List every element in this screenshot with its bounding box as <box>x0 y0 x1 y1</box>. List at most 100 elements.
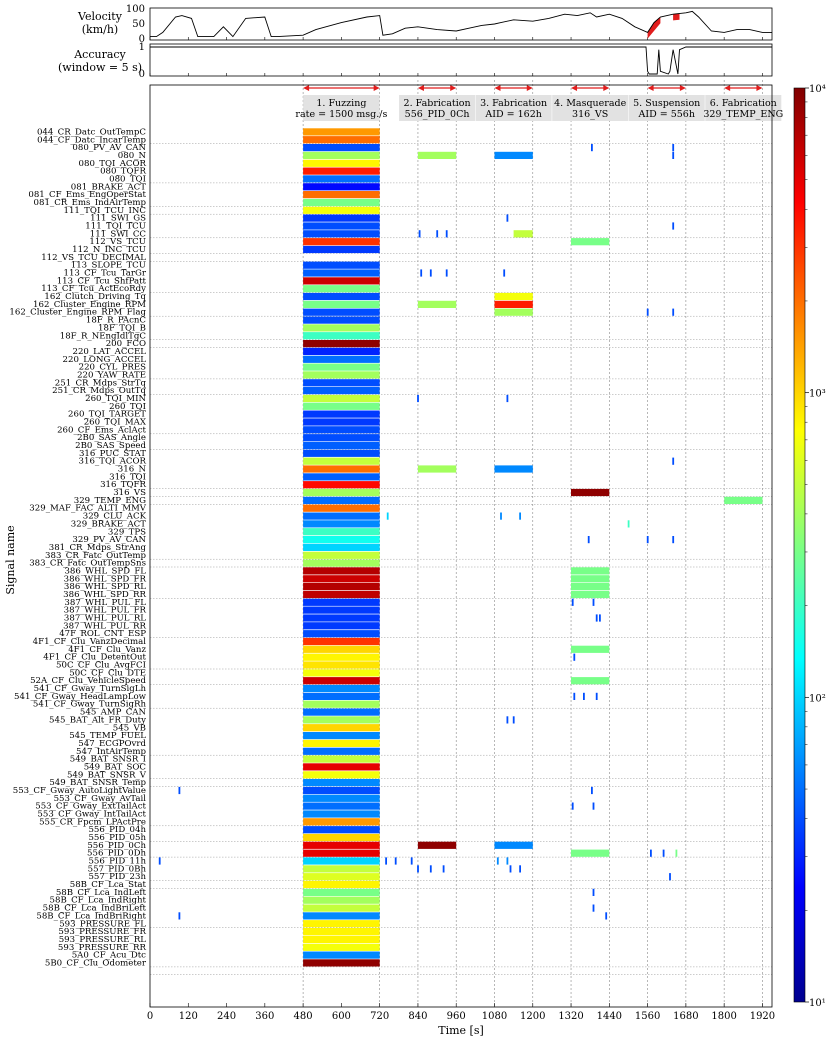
attack-3-label-box <box>475 95 552 121</box>
heat-block-5 <box>494 151 533 159</box>
attack-6-arrowhead-right <box>756 85 763 91</box>
signal-label-38: 260_CF_Ems_AclAct <box>57 425 146 435</box>
attack-5-arrowhead-right <box>679 85 686 91</box>
heat-block-74 <box>571 590 610 599</box>
accuracy-xticks <box>149 73 763 76</box>
colorbar-ticks: 10¹ 10² 10³ 10⁴ <box>805 84 826 1009</box>
signal-axis-label: Signal name <box>4 525 17 594</box>
signal-label-81: 549_BAT_SOC <box>84 763 147 773</box>
signal-label-7: 081_BRAKE_ACT <box>71 182 146 192</box>
signal-label-83: 549_BAT_SNSR_Temp <box>49 778 146 788</box>
signal-label-11: 111_SWI_GS <box>90 214 146 224</box>
heat-block-26 <box>303 300 380 308</box>
heat-block-24 <box>303 292 380 301</box>
attack-4-arrowhead-right <box>603 85 610 91</box>
velocity-ytick-0: 0 <box>139 34 145 45</box>
signal-label-64: 47F_ROL_CNT_ESP <box>59 629 146 639</box>
heat-block-44 <box>303 418 380 426</box>
heat-block-20 <box>303 261 380 269</box>
time-xticks: 0 120 240 360 480 600 720 840 960 1080 1200 1320 144… <box>147 1003 775 1022</box>
heat-block-88 <box>303 684 380 693</box>
heat-block-1 <box>303 136 380 144</box>
heat-block-2 <box>303 144 380 152</box>
attack-2-arrowhead-right <box>450 85 457 91</box>
heat-block-120 <box>303 912 380 920</box>
signal-label-69: 50C_CF_Clu_DTE <box>69 668 146 678</box>
signal-label-18: 113_CF_Tcu_TarGr <box>63 269 146 279</box>
time-axis-label: Time [s] <box>438 1024 484 1037</box>
heat-tick-36 <box>571 802 574 810</box>
heat-block-52 <box>494 465 533 473</box>
attack-6-label-line-0: 6. Fabrication <box>710 98 777 109</box>
signal-label-27: 200_FCO <box>106 339 146 349</box>
time-tick-label-16: 1920 <box>750 1011 775 1022</box>
colorbar-gradient <box>793 87 806 1003</box>
heat-tick-34 <box>178 786 181 795</box>
signal-label-103: 593_PRESSURE_RL <box>59 935 147 945</box>
signal-label-17: 113_SLOPE_TCU <box>71 261 146 271</box>
attack-1-label-line-1: rate = 1500 msg./s <box>295 109 387 120</box>
heat-block-91 <box>303 708 380 716</box>
time-tick-label-12: 1440 <box>597 1011 622 1022</box>
heat-block-45 <box>303 426 380 434</box>
attack-6-label-box <box>705 95 782 121</box>
signal-label-30: 220_CYL_PRES <box>79 363 146 373</box>
signal-label-53: 381_CR_Mdps_StrAng <box>49 543 147 553</box>
heat-block-106 <box>303 826 380 834</box>
signal-label-13: 111_SWI_CC <box>90 229 147 239</box>
heat-block-94 <box>303 732 380 740</box>
heat-tick-49 <box>442 865 445 873</box>
heat-tick-33 <box>512 716 515 724</box>
heat-tick-25 <box>592 598 595 606</box>
time-tick-label-3: 360 <box>255 1011 274 1022</box>
signal-label-5: 080_TQFR <box>100 167 146 177</box>
heat-block-34 <box>303 340 380 348</box>
accuracy-axes-frame <box>149 43 773 77</box>
time-tick-label-11: 1320 <box>558 1011 583 1022</box>
heat-block-121 <box>303 920 380 928</box>
signal-label-106: 5B0_CF_Clu_Odometer <box>45 959 147 969</box>
attack-5-label-line-1: AID = 556h <box>637 109 694 120</box>
signal-label-52: 329_PV_AV_CAN <box>72 535 146 545</box>
signal-label-21: 162_Clutch_Driving_Tq <box>44 292 146 302</box>
heat-block-62 <box>303 528 380 536</box>
signal-label-56: 386_WHL_SPD_FL <box>64 567 146 577</box>
heat-block-73 <box>571 583 610 591</box>
heat-block-31 <box>303 316 380 324</box>
heatmap-panel: 044_CR_Datc_OutTempC044_CF_Datc_IncarTem… <box>4 84 775 1037</box>
heat-tick-21 <box>587 536 590 544</box>
heat-block-86 <box>303 677 380 685</box>
signal-label-9: 081_CR_Ems_IndAirTemp <box>34 198 147 208</box>
heat-block-3 <box>303 151 380 159</box>
heat-tick-42 <box>385 857 387 865</box>
time-tick-label-4: 480 <box>294 1011 313 1022</box>
heatmap-cells <box>158 128 763 967</box>
heat-block-117 <box>303 888 380 896</box>
heat-block-60 <box>303 512 380 520</box>
colorbar-label-1: 10² <box>809 693 826 704</box>
heat-tick-56 <box>605 912 608 920</box>
time-tick-label-2: 240 <box>217 1011 236 1022</box>
heat-block-53 <box>303 473 380 481</box>
heat-block-11 <box>303 198 380 207</box>
attack-3-label-line-0: 3. Fabrication <box>480 98 547 109</box>
signal-label-51: 329_TPS <box>108 527 146 537</box>
signal-label-25: 18F_TQI_B <box>98 323 146 333</box>
heat-block-8 <box>303 175 380 183</box>
signal-label-55: 383_CR_Fatc_OutTempSns <box>29 559 146 569</box>
heat-block-33 <box>303 332 380 340</box>
signal-label-74: 545_AMP_CAN <box>80 708 147 718</box>
time-tick-label-10: 1200 <box>520 1011 545 1022</box>
group-separators <box>150 143 772 975</box>
heat-block-98 <box>303 763 380 771</box>
velocity-ytick-1: 50 <box>132 19 145 30</box>
signal-label-63: 387_WHL_PUL_RR <box>63 621 146 631</box>
colorbar-label-3: 10⁴ <box>809 84 826 95</box>
heat-block-48 <box>303 449 380 457</box>
heat-tick-18 <box>500 512 502 520</box>
heat-block-39 <box>303 379 380 387</box>
signal-label-48: 329_MAF_FAC_ALTI_MMV <box>29 504 146 514</box>
heat-block-97 <box>303 755 380 763</box>
